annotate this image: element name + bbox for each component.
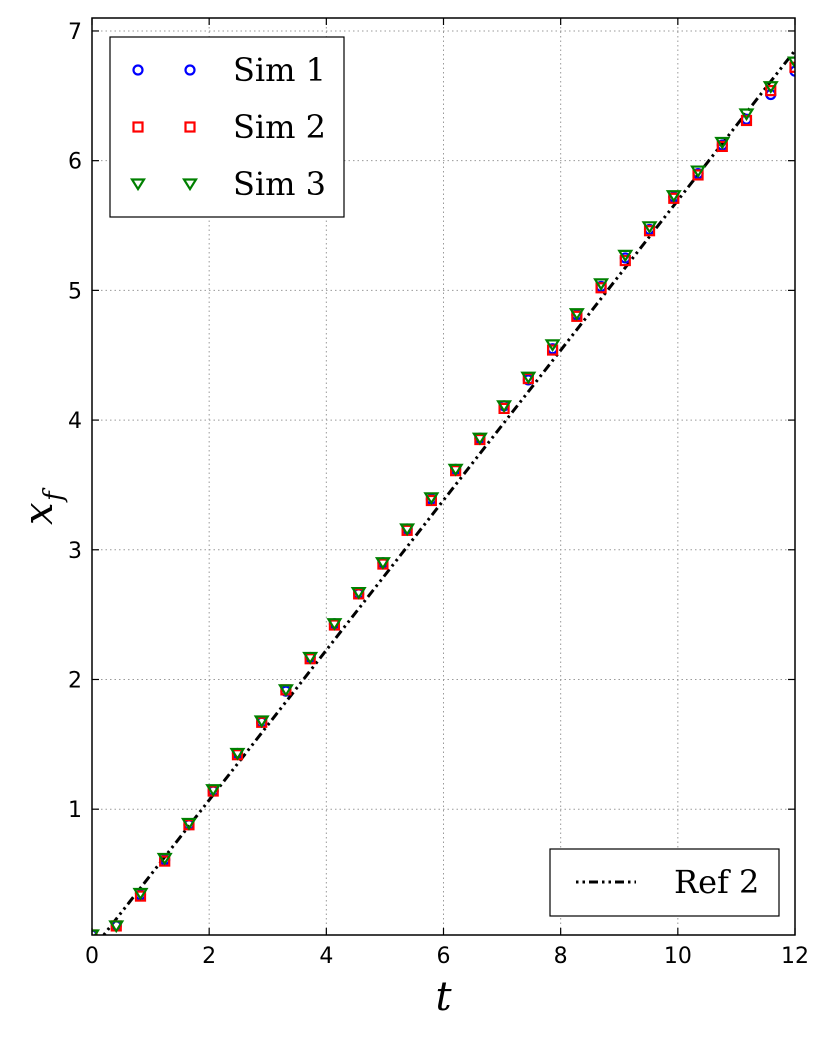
- data-point-square: [692, 169, 704, 181]
- legend-marker-square: [132, 121, 144, 133]
- data-point-triangle-down: [132, 887, 149, 901]
- data-point-triangle-down: [714, 136, 731, 150]
- data-point-triangle-down: [665, 190, 682, 203]
- data-point-triangle-down: [205, 784, 222, 797]
- data-point-triangle-down: [568, 308, 585, 321]
- data-point-square: [643, 225, 656, 237]
- data-point-square: [765, 85, 777, 97]
- y-tick-label: 3: [68, 539, 82, 564]
- legend-ref-box: [549, 848, 780, 917]
- y-tick-label: 7: [68, 20, 82, 45]
- x-tick-label: 0: [85, 944, 99, 969]
- legend-label: Ref 2: [674, 863, 759, 901]
- legend-marker-circle: [132, 64, 144, 76]
- legend-main: Sim 1 Sim 2 Sim 3: [109, 36, 345, 218]
- legend-main-box: [109, 36, 345, 218]
- data-point-triangle-down: [520, 371, 537, 385]
- data-point-triangle-down: [423, 492, 440, 506]
- data-point-triangle-down: [593, 278, 610, 292]
- data-point-square: [595, 282, 607, 294]
- data-point-triangle-down: [544, 339, 561, 353]
- y-axis-label-main: x: [16, 502, 62, 525]
- y-axis-label: x f: [16, 487, 69, 525]
- data-point-triangle-down: [374, 557, 391, 570]
- legend-label: Sim 2: [233, 108, 326, 146]
- data-markers: [92, 56, 795, 935]
- reference-line: [102, 49, 795, 935]
- legend-label: Sim 1: [233, 51, 326, 89]
- data-point-triangle-down: [496, 400, 513, 413]
- data-point-triangle-down: [302, 651, 319, 665]
- x-axis-label: t: [435, 974, 452, 1020]
- legend-marker-triangle-down: [130, 178, 146, 192]
- reference-series: [102, 49, 795, 935]
- data-point-triangle-down: [108, 920, 125, 934]
- legend-marker-square: [184, 121, 196, 133]
- data-point-triangle-down: [156, 852, 173, 866]
- data-point-square: [619, 254, 631, 267]
- data-point-triangle-down: [690, 165, 707, 179]
- x-tick-label: 4: [319, 944, 333, 969]
- x-tick-label: 6: [437, 944, 451, 969]
- data-point-triangle-down: [787, 56, 795, 70]
- y-tick-label: 4: [68, 409, 82, 434]
- data-point-triangle-down: [762, 81, 779, 94]
- y-tick-label: 6: [68, 150, 82, 175]
- x-tick-label: 8: [554, 944, 568, 969]
- legend-ref: Ref 2: [549, 848, 780, 917]
- data-point-triangle-down: [229, 747, 246, 761]
- data-point-triangle-down: [350, 586, 367, 600]
- data-point-triangle-down: [641, 221, 658, 234]
- data-point-triangle-down: [447, 463, 464, 477]
- data-point-square: [789, 61, 795, 73]
- x-tick-label: 12: [781, 944, 809, 969]
- data-point-triangle-down: [738, 108, 755, 122]
- data-point-triangle-down: [277, 684, 294, 698]
- legend-label: Sim 3: [233, 165, 326, 203]
- data-point-square: [716, 140, 728, 153]
- y-tick-label: 1: [68, 798, 82, 823]
- y-tick-label: 2: [68, 668, 82, 693]
- data-point-square: [740, 114, 753, 127]
- y-axis-label-subscript: f: [39, 487, 69, 503]
- data-point-triangle-down: [399, 523, 416, 537]
- data-point-triangle-down: [180, 817, 197, 831]
- legend-marker-triangle-down: [182, 178, 198, 192]
- x-tick-label: 10: [664, 944, 692, 969]
- legend-marker-circle: [184, 64, 196, 76]
- data-point-square: [546, 344, 559, 356]
- data-point-triangle-down: [326, 618, 343, 631]
- data-point-triangle-down: [253, 715, 270, 729]
- data-point-triangle-down: [617, 249, 634, 263]
- data-point-triangle-down: [471, 432, 488, 446]
- y-tick-label: 5: [68, 279, 82, 304]
- x-tick-label: 2: [202, 944, 216, 969]
